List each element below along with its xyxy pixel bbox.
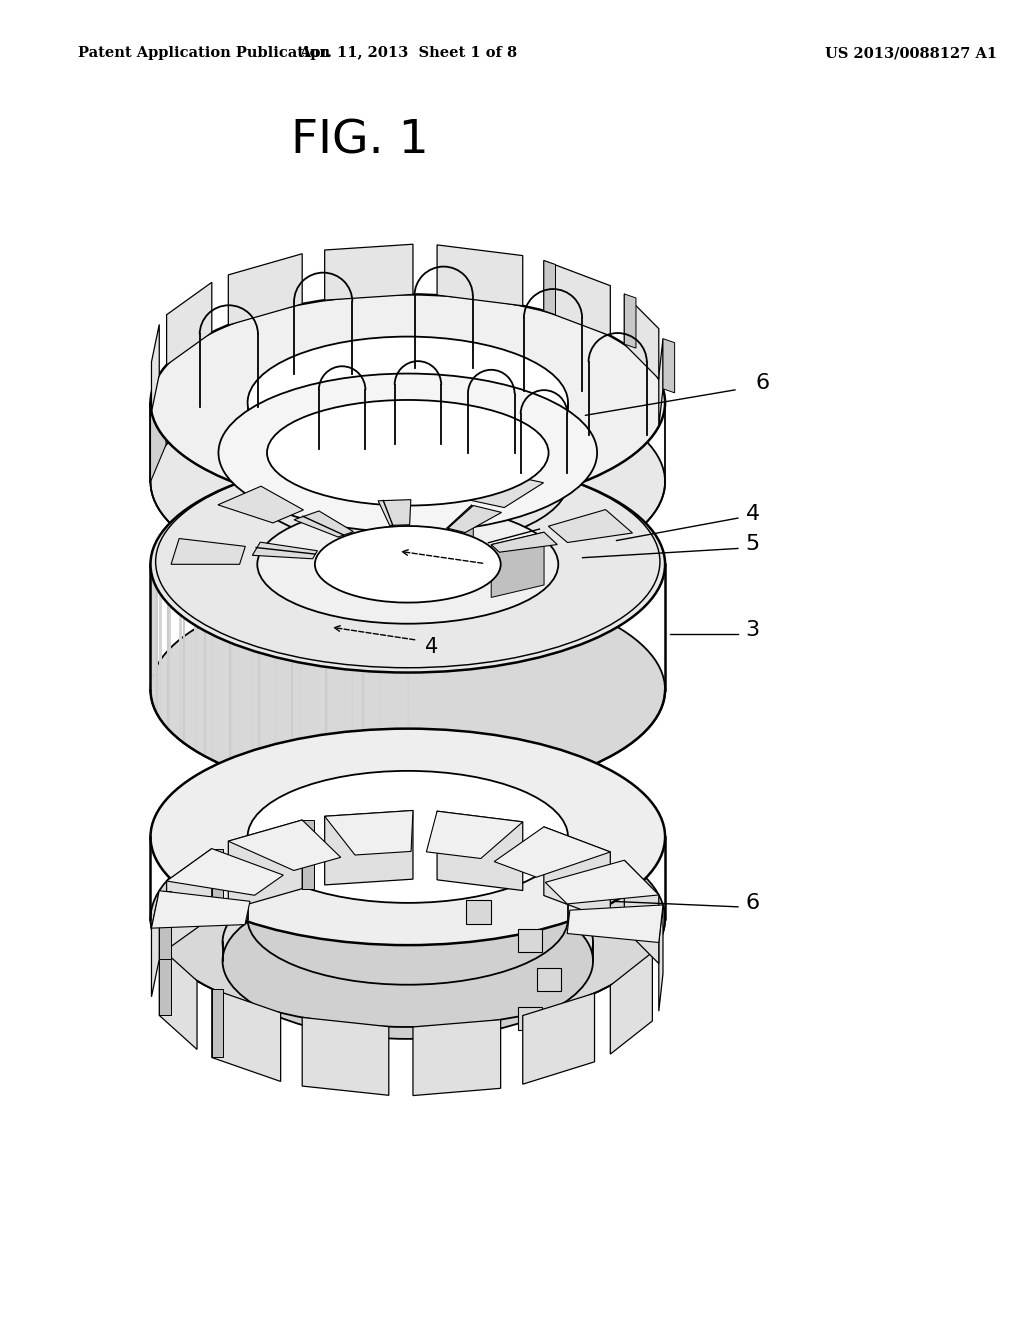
Text: US 2013/0088127 A1: US 2013/0088127 A1	[825, 46, 997, 61]
Polygon shape	[160, 946, 197, 1049]
Polygon shape	[167, 849, 212, 949]
Text: Patent Application Publication: Patent Application Publication	[78, 46, 330, 61]
Polygon shape	[544, 260, 610, 335]
Polygon shape	[340, 465, 402, 498]
Polygon shape	[171, 539, 246, 565]
Ellipse shape	[151, 581, 665, 797]
Polygon shape	[544, 260, 555, 314]
Polygon shape	[413, 1019, 501, 1096]
Polygon shape	[518, 928, 543, 952]
Ellipse shape	[314, 525, 501, 602]
Text: 4: 4	[494, 560, 507, 581]
Polygon shape	[447, 506, 473, 581]
Ellipse shape	[248, 771, 568, 903]
Polygon shape	[437, 246, 522, 306]
Polygon shape	[625, 294, 636, 348]
Polygon shape	[294, 511, 353, 537]
Ellipse shape	[222, 883, 593, 1039]
Polygon shape	[218, 486, 303, 523]
Polygon shape	[495, 826, 610, 878]
Polygon shape	[151, 366, 166, 482]
Polygon shape	[492, 532, 557, 552]
Polygon shape	[325, 810, 413, 855]
Polygon shape	[544, 826, 610, 920]
Polygon shape	[378, 500, 411, 525]
Polygon shape	[212, 849, 223, 917]
Polygon shape	[212, 989, 281, 1081]
Polygon shape	[325, 244, 413, 300]
Polygon shape	[658, 906, 663, 1011]
Ellipse shape	[267, 400, 549, 506]
Polygon shape	[447, 506, 502, 532]
Polygon shape	[437, 812, 522, 891]
Polygon shape	[658, 339, 663, 426]
Polygon shape	[228, 253, 302, 325]
Text: 5: 5	[745, 535, 760, 554]
Polygon shape	[325, 810, 413, 884]
Polygon shape	[546, 861, 658, 904]
Polygon shape	[160, 891, 171, 960]
Text: FIG. 1: FIG. 1	[291, 119, 429, 164]
Ellipse shape	[218, 374, 597, 532]
Ellipse shape	[248, 337, 568, 469]
Text: 4: 4	[745, 504, 760, 524]
Polygon shape	[426, 812, 522, 858]
Polygon shape	[302, 1018, 389, 1096]
Ellipse shape	[257, 504, 558, 623]
Polygon shape	[518, 1007, 543, 1031]
Ellipse shape	[151, 729, 665, 945]
Polygon shape	[663, 339, 675, 393]
Polygon shape	[228, 820, 302, 909]
Polygon shape	[228, 820, 341, 870]
Polygon shape	[152, 325, 160, 412]
Ellipse shape	[151, 810, 665, 1027]
Polygon shape	[522, 993, 595, 1084]
Polygon shape	[160, 946, 171, 1015]
Ellipse shape	[151, 294, 665, 511]
Polygon shape	[492, 532, 544, 598]
Polygon shape	[465, 471, 544, 507]
Polygon shape	[466, 1035, 490, 1059]
Ellipse shape	[222, 865, 593, 1020]
Polygon shape	[212, 989, 223, 1057]
Text: 3: 3	[745, 619, 760, 640]
Text: 6: 6	[745, 892, 760, 913]
Polygon shape	[167, 282, 212, 364]
Polygon shape	[625, 294, 658, 379]
Polygon shape	[610, 952, 652, 1055]
Polygon shape	[625, 861, 658, 964]
Polygon shape	[466, 900, 490, 924]
Polygon shape	[567, 906, 663, 942]
Polygon shape	[548, 510, 633, 543]
Ellipse shape	[151, 455, 665, 672]
Polygon shape	[152, 891, 160, 997]
Text: Apr. 11, 2013  Sheet 1 of 8: Apr. 11, 2013 Sheet 1 of 8	[299, 46, 517, 61]
Polygon shape	[538, 968, 561, 991]
Text: 4: 4	[425, 636, 438, 657]
Polygon shape	[252, 543, 317, 558]
Text: 6: 6	[756, 372, 769, 393]
Ellipse shape	[151, 374, 665, 590]
Polygon shape	[302, 820, 313, 888]
Polygon shape	[152, 891, 250, 928]
Polygon shape	[167, 849, 284, 895]
